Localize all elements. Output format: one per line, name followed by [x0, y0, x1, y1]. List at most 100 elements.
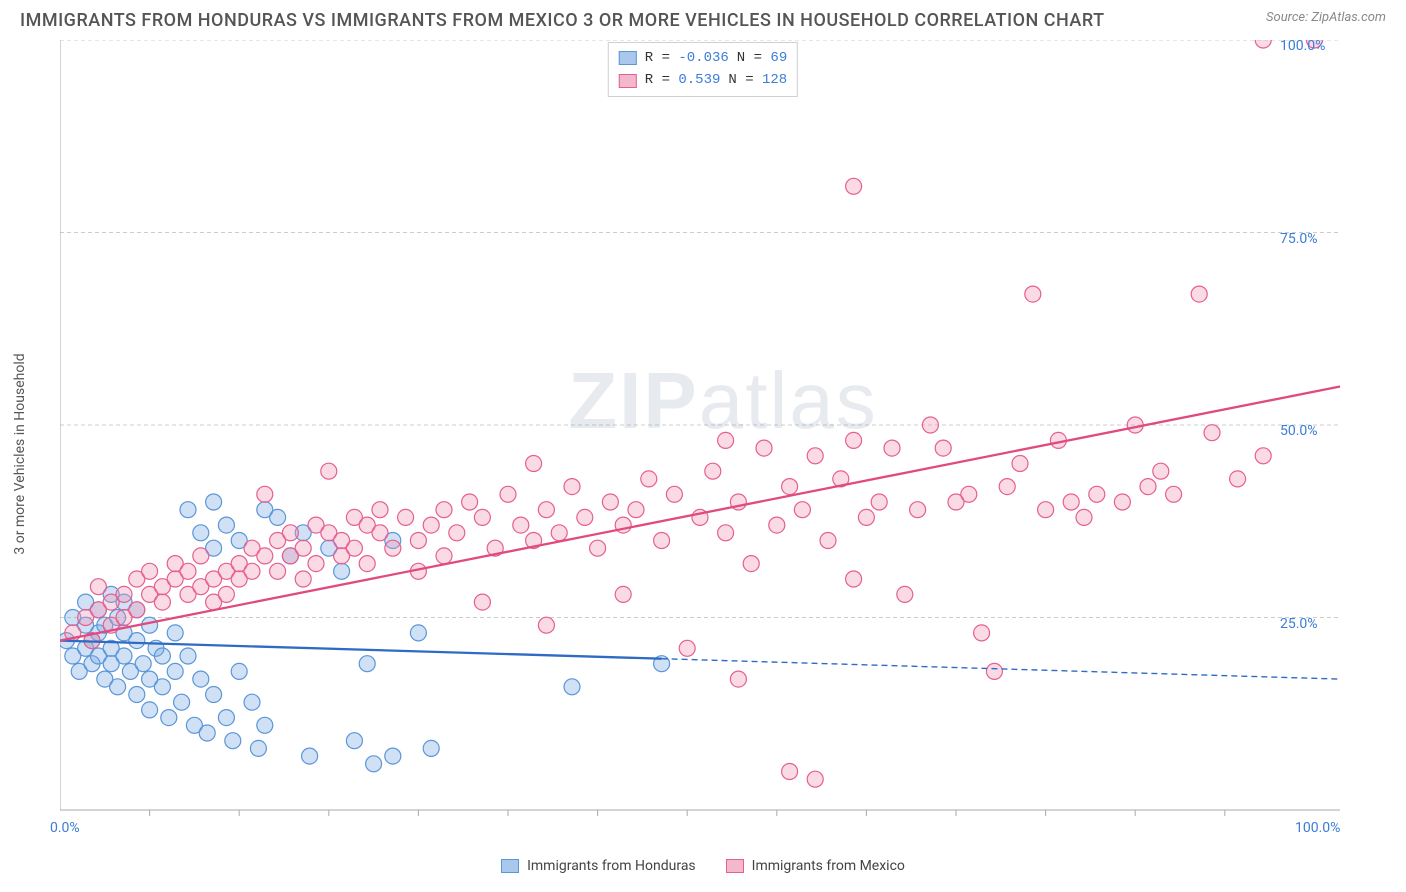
- data-point: [359, 556, 375, 572]
- data-point: [1012, 456, 1028, 472]
- data-point: [538, 617, 554, 633]
- chart-title: IMMIGRANTS FROM HONDURAS VS IMMIGRANTS F…: [20, 10, 1105, 31]
- data-point: [423, 740, 439, 756]
- legend-stats-row: R = -0.036 N = 69: [619, 47, 787, 69]
- y-tick-label: 75.0%: [1280, 231, 1318, 247]
- data-point: [1038, 502, 1054, 518]
- data-point: [231, 663, 247, 679]
- data-point: [922, 417, 938, 433]
- data-point: [538, 502, 554, 518]
- data-point: [602, 494, 618, 510]
- data-point: [794, 502, 810, 518]
- data-point: [782, 764, 798, 780]
- data-point: [193, 671, 209, 687]
- data-point: [142, 617, 158, 633]
- data-point: [167, 663, 183, 679]
- data-point: [846, 432, 862, 448]
- data-point: [743, 556, 759, 572]
- data-point: [295, 540, 311, 556]
- data-point: [1166, 486, 1182, 502]
- legend-swatch: [501, 859, 519, 873]
- data-point: [974, 625, 990, 641]
- data-point: [436, 548, 452, 564]
- data-point: [410, 533, 426, 549]
- data-point: [705, 463, 721, 479]
- data-point: [321, 463, 337, 479]
- data-point: [474, 509, 490, 525]
- y-tick-label: 25.0%: [1280, 616, 1318, 632]
- data-point: [206, 494, 222, 510]
- data-point: [135, 656, 151, 672]
- data-point: [858, 509, 874, 525]
- data-point: [116, 586, 132, 602]
- data-point: [590, 540, 606, 556]
- data-point: [282, 525, 298, 541]
- legend-n-stat: N = 128: [728, 69, 787, 91]
- data-point: [462, 494, 478, 510]
- data-point: [372, 502, 388, 518]
- data-point: [846, 178, 862, 194]
- data-point: [423, 517, 439, 533]
- data-point: [250, 740, 266, 756]
- data-point: [628, 502, 644, 518]
- data-point: [167, 625, 183, 641]
- data-point: [257, 717, 273, 733]
- data-point: [206, 687, 222, 703]
- data-point: [359, 656, 375, 672]
- legend-item: Immigrants from Mexico: [726, 858, 905, 874]
- data-point: [346, 540, 362, 556]
- data-point: [807, 771, 823, 787]
- data-point: [718, 525, 734, 541]
- data-point: [999, 479, 1015, 495]
- y-tick-label: 100.0%: [1280, 38, 1325, 54]
- y-axis-label: 3 or more Vehicles in Household: [12, 353, 28, 554]
- series-immigrants-from-mexico: [65, 40, 1323, 787]
- data-point: [193, 525, 209, 541]
- data-point: [986, 663, 1002, 679]
- data-point: [180, 648, 196, 664]
- data-point: [270, 509, 286, 525]
- data-point: [500, 486, 516, 502]
- data-point: [871, 494, 887, 510]
- data-point: [174, 694, 190, 710]
- data-point: [1255, 40, 1271, 48]
- data-point: [308, 556, 324, 572]
- legend-stats-row: R = 0.539N = 128: [619, 69, 787, 91]
- data-point: [385, 540, 401, 556]
- data-point: [257, 548, 273, 564]
- data-point: [346, 733, 362, 749]
- x-tick-label: 100.0%: [1295, 820, 1340, 836]
- data-point: [730, 671, 746, 687]
- data-point: [1191, 286, 1207, 302]
- chart-area: ZIPatlas: [60, 40, 1386, 842]
- data-point: [1114, 494, 1130, 510]
- data-point: [398, 509, 414, 525]
- data-point: [846, 571, 862, 587]
- data-point: [199, 725, 215, 741]
- data-point: [142, 702, 158, 718]
- data-point: [961, 486, 977, 502]
- data-point: [218, 586, 234, 602]
- data-point: [372, 525, 388, 541]
- legend-bottom: Immigrants from HondurasImmigrants from …: [0, 858, 1406, 874]
- data-point: [1076, 509, 1092, 525]
- data-point: [161, 710, 177, 726]
- data-point: [1063, 494, 1079, 510]
- data-point: [474, 594, 490, 610]
- data-point: [154, 648, 170, 664]
- data-point: [116, 648, 132, 664]
- data-point: [897, 586, 913, 602]
- data-point: [820, 533, 836, 549]
- data-point: [225, 733, 241, 749]
- data-point: [526, 456, 542, 472]
- data-point: [756, 440, 772, 456]
- data-point: [615, 586, 631, 602]
- legend-swatch: [619, 51, 637, 65]
- data-point: [1204, 425, 1220, 441]
- y-tick-label: 50.0%: [1280, 423, 1318, 439]
- legend-r-stat: R = -0.036: [645, 47, 729, 69]
- legend-n-stat: N = 69: [737, 47, 787, 69]
- data-point: [270, 563, 286, 579]
- data-point: [1153, 463, 1169, 479]
- data-point: [385, 748, 401, 764]
